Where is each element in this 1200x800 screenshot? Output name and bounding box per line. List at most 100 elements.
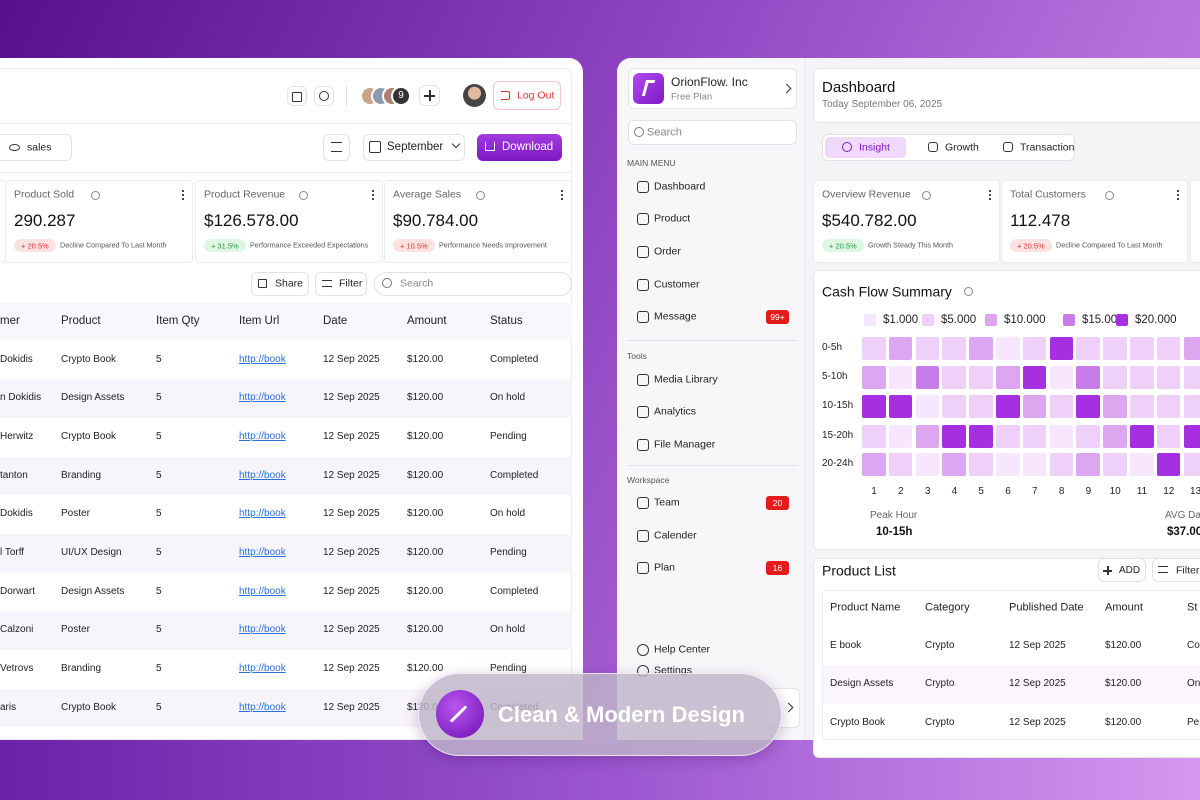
badge-text: Clean & Modern Design [498,701,745,727]
table-cell[interactable]: http://book [239,469,286,481]
table-cell[interactable]: http://book [239,508,286,520]
table-cell: Dorwart [0,585,36,597]
footer-item[interactable]: Help Center [654,643,711,656]
heat-cell [1049,424,1074,448]
change-text: + 20.5% [1017,241,1045,251]
menu-item[interactable]: Media Library [654,373,718,386]
month-button[interactable] [363,134,465,161]
plus-v [429,90,431,101]
menu-item[interactable]: Team [654,496,680,509]
column-label: 12 [1163,486,1175,497]
heat-cell [1022,394,1047,418]
add-text: ADD [1119,564,1141,576]
menu-item[interactable]: Order [654,245,681,258]
more-dots [182,190,184,200]
menu-item[interactable]: File Manager [654,438,716,451]
column-label: 3 [924,486,931,497]
heat-cell [888,336,913,360]
brand-logo [633,73,664,104]
table-cell[interactable]: http://book [239,624,286,636]
menu-item[interactable]: Calender [654,529,697,542]
heat-cell [888,394,913,418]
column-header: Published Date [1009,600,1084,613]
icon [842,142,852,152]
swap-button[interactable] [323,134,350,161]
legend-swatch [1116,314,1128,326]
column-label: 6 [1005,486,1011,497]
table-cell[interactable]: http://book [239,585,286,597]
heat-cell [969,336,993,360]
icon [637,439,649,451]
swap-icon [331,142,342,152]
avg-value: $37.00 [1167,526,1200,539]
filter-button[interactable] [1152,558,1200,582]
column-label: 5 [978,486,984,497]
tab[interactable]: Insight [859,141,890,154]
change-text: + 20.5% [21,241,49,251]
share-button[interactable] [251,272,309,296]
menu-item[interactable]: Product [654,212,691,225]
column-label: 2 [898,486,904,497]
table-cell[interactable]: http://book [239,701,286,713]
table-cell: $120.00 [407,663,444,675]
table-cell: 5 [156,469,162,481]
table-cell[interactable]: http://book [239,353,286,365]
table-cell: 5 [156,430,162,442]
search-input[interactable] [374,272,572,296]
sidebar-search-text: Search [647,125,682,138]
table-cell: 5 [156,663,162,675]
menu-item[interactable]: Message [654,310,697,323]
stat-label: Product Sold [14,188,75,201]
logout-button[interactable] [493,81,561,110]
menu-item[interactable]: Plan [654,561,676,574]
stat-value: $540.782.00 [822,210,917,230]
more-dots [561,190,563,200]
table-cell: Branding [61,469,102,481]
table-row-bg [0,379,572,418]
table-cell: Poster [61,508,90,520]
table-cell[interactable]: http://book [239,430,286,442]
table-cell[interactable]: http://book [239,547,286,558]
column-label: 1 [871,486,877,497]
legend-swatch [864,314,876,326]
table-cell: aris [0,701,17,713]
filter-button[interactable] [315,272,367,296]
icon [637,562,649,574]
heat-cell [969,394,993,418]
separator [346,86,347,106]
brand-plan: Free Plan [671,90,713,102]
table-cell: 5 [156,508,162,520]
tab[interactable]: Growth [945,141,979,154]
column-label: 9 [1085,486,1092,497]
table-cell[interactable]: http://book [239,392,286,404]
cashflow-title: Cash Flow Summary [822,283,952,300]
sidebar-search[interactable] [628,120,797,145]
table-row-bg [0,534,572,573]
stat-value: $126.578.00 [204,210,299,230]
tab[interactable]: Transaction [1020,141,1075,154]
heat-cell [1103,452,1127,476]
legend-label: $15.000 [1082,313,1124,326]
menu-item[interactable]: Dashboard [654,180,706,193]
table-cell: 12 Sep 2025 [1009,678,1066,689]
menu-item[interactable]: Analytics [654,405,697,418]
icon [637,644,649,656]
table-cell: 5 [156,585,162,597]
download-button[interactable] [477,134,562,161]
table-cell[interactable]: http://book [239,663,286,675]
menu-badge-text: 99+ [770,311,785,322]
change-pill [822,239,864,252]
menu-item[interactable]: Customer [654,278,700,291]
heat-cell [1076,365,1100,389]
icon [319,91,329,101]
table-cell: $120.00 [407,469,444,481]
heat-cell [1103,336,1127,360]
row-label: 5-10h [822,371,848,382]
table-cell: 12 Sep 2025 [323,353,380,365]
menu-badge [766,496,789,510]
divider [627,340,798,341]
icon [637,497,649,509]
logout-icon [501,91,510,100]
heat-cell [888,424,913,448]
column-header: Product [61,315,101,328]
